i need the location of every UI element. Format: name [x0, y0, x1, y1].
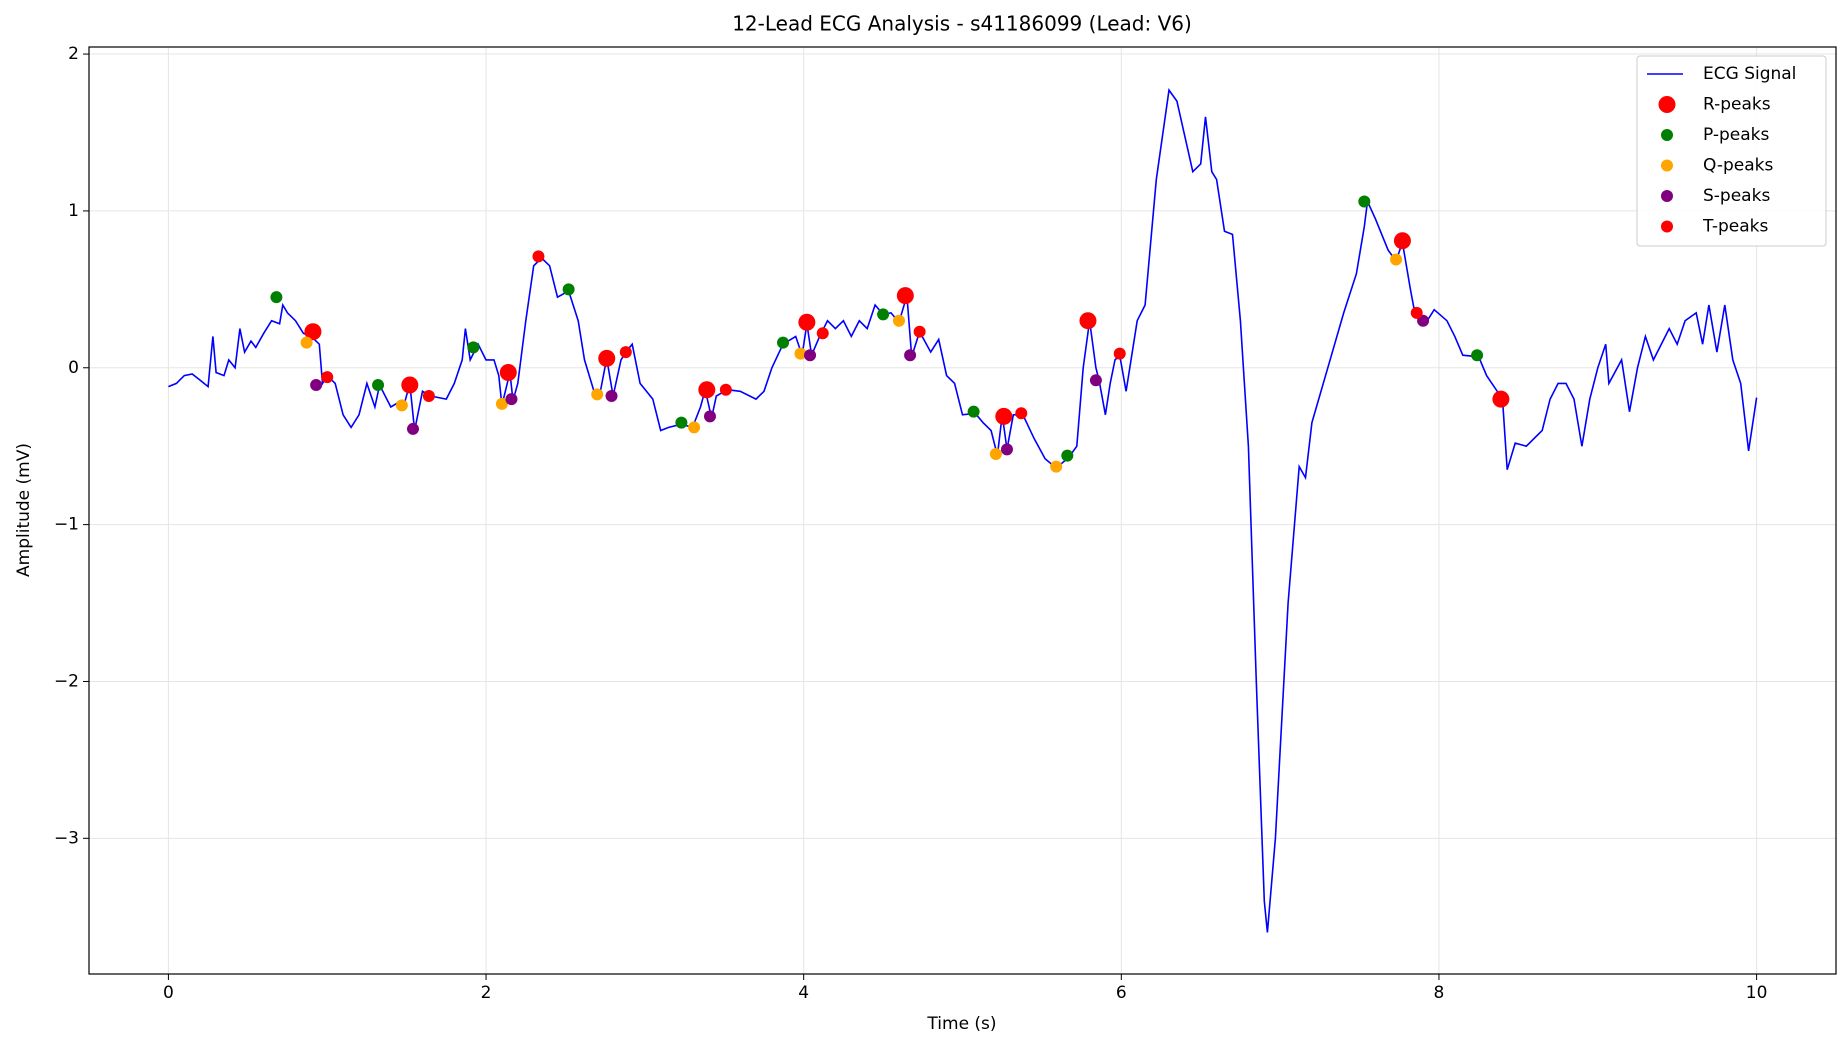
- legend-label: P-peaks: [1703, 125, 1770, 145]
- ecg-line: [168, 88, 1758, 933]
- peak-marker: [304, 323, 322, 341]
- peak-marker: [896, 287, 914, 305]
- peak-marker: [300, 336, 313, 349]
- peak-marker: [804, 349, 817, 362]
- peak-marker: [989, 448, 1002, 461]
- x-tick-label: 10: [1746, 983, 1768, 1003]
- plot-frame: [88, 46, 1837, 975]
- peak-marker: [794, 347, 807, 360]
- peak-marker: [967, 405, 980, 418]
- x-tick-label: 8: [1434, 983, 1445, 1003]
- peak-marker: [719, 383, 732, 396]
- peak-marker: [1390, 253, 1403, 266]
- legend-label: ECG Signal: [1703, 64, 1796, 84]
- peak-marker: [1089, 374, 1102, 387]
- legend-swatch: [1658, 96, 1676, 113]
- peak-marker: [1358, 195, 1371, 208]
- peak-marker: [1000, 443, 1013, 456]
- peak-marker: [675, 416, 688, 429]
- peak-marker: [904, 349, 917, 362]
- peak-marker: [1050, 460, 1063, 473]
- peak-marker: [877, 308, 890, 321]
- peak-marker: [1015, 407, 1028, 420]
- y-tick-label: 2: [68, 44, 79, 64]
- peak-marker: [619, 346, 632, 359]
- x-tick-label: 0: [163, 983, 174, 1003]
- legend-swatch: [1661, 129, 1673, 141]
- peak-marker: [913, 325, 926, 338]
- legend-swatch: [1661, 190, 1673, 202]
- peak-marker: [688, 421, 701, 434]
- peak-marker: [1079, 312, 1097, 330]
- peak-marker: [703, 410, 716, 423]
- peak-marker: [1410, 306, 1423, 319]
- y-tick-label: 1: [68, 201, 79, 221]
- peak-marker: [422, 389, 435, 402]
- peak-marker: [605, 389, 618, 402]
- y-tick-label: −3: [54, 828, 79, 848]
- peak-marker: [395, 399, 408, 412]
- peak-marker: [310, 379, 323, 392]
- peak-marker: [798, 313, 816, 331]
- peak-marker: [401, 376, 419, 394]
- peak-marker: [698, 381, 716, 399]
- peak-marker: [995, 407, 1013, 425]
- peak-marker: [532, 250, 545, 263]
- x-tick-label: 6: [1116, 983, 1127, 1003]
- chart-title: 12-Lead ECG Analysis - s41186099 (Lead: …: [732, 12, 1192, 36]
- peak-marker: [467, 341, 480, 354]
- legend-label: S-peaks: [1703, 186, 1770, 206]
- x-tick-label: 4: [798, 983, 809, 1003]
- peak-marker: [372, 379, 385, 392]
- legend-label: R-peaks: [1703, 95, 1771, 115]
- legend-swatch: [1661, 159, 1673, 172]
- peak-marker: [816, 327, 829, 340]
- x-tick-label: 2: [481, 983, 492, 1003]
- peak-marker: [495, 397, 508, 410]
- legend-label: T-peaks: [1702, 217, 1768, 237]
- y-tick-label: 0: [68, 358, 79, 378]
- legend-box: [1636, 55, 1827, 247]
- peak-marker: [1492, 390, 1510, 408]
- peak-marker: [505, 393, 518, 406]
- y-tick-label: −1: [54, 515, 79, 535]
- peak-marker: [1393, 232, 1411, 250]
- peak-marker: [598, 349, 616, 367]
- peak-marker: [892, 314, 905, 327]
- peak-marker: [270, 291, 283, 304]
- peak-marker: [321, 371, 334, 384]
- peak-marker: [499, 363, 517, 381]
- peak-marker: [1471, 349, 1484, 362]
- legend-label: Q-peaks: [1703, 156, 1774, 176]
- peak-marker: [562, 283, 575, 296]
- peak-marker: [1061, 449, 1074, 462]
- peak-marker: [591, 388, 604, 401]
- peak-marker: [406, 422, 419, 435]
- legend-swatch: [1661, 220, 1673, 233]
- y-tick-label: −2: [54, 671, 79, 691]
- x-axis-label: Time (s): [926, 1014, 996, 1034]
- peak-marker: [777, 336, 790, 349]
- y-axis-label: Amplitude (mV): [14, 443, 34, 577]
- peak-marker: [1113, 347, 1126, 360]
